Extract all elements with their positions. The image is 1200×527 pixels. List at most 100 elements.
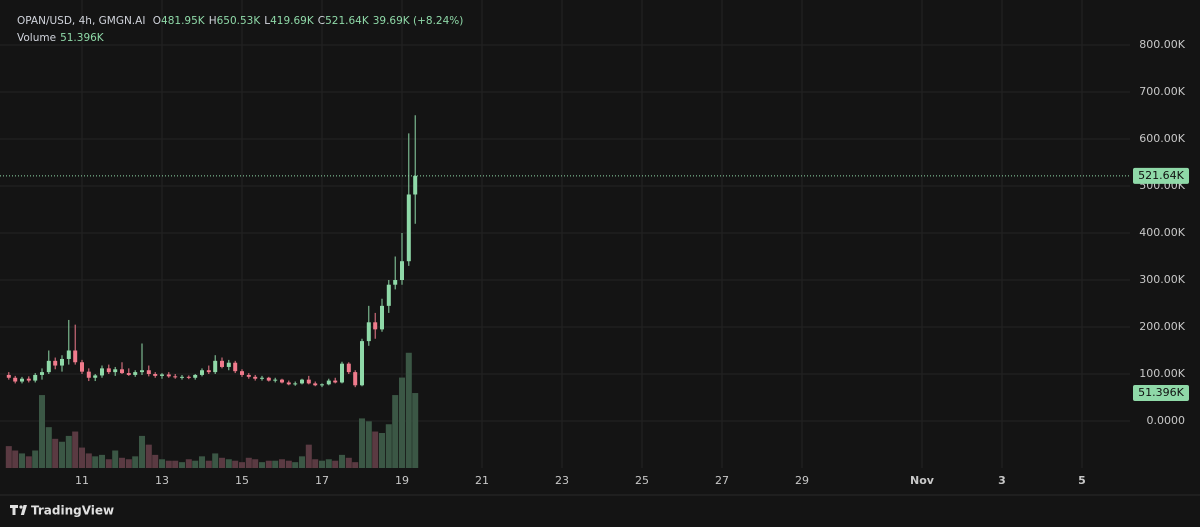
- candle-body: [33, 374, 38, 381]
- volume-bar: [159, 459, 165, 468]
- candle-body: [326, 380, 331, 385]
- x-tick-label: 5: [1078, 474, 1086, 487]
- volume-bar: [252, 459, 259, 468]
- volume-bar: [125, 459, 132, 468]
- volume-bar: [65, 435, 72, 468]
- candle-body: [260, 377, 264, 379]
- volume-bar: [112, 450, 119, 468]
- volume-bar: [372, 431, 379, 468]
- candle-body: [80, 362, 84, 372]
- candle-body: [200, 370, 204, 375]
- y-tick-label: 600.00K: [1139, 132, 1185, 145]
- x-tick-label: 29: [795, 474, 809, 487]
- volume-bar: [319, 460, 325, 468]
- volume-bar: [292, 462, 299, 468]
- last-price-box: [1133, 167, 1189, 184]
- volume-bar: [132, 456, 139, 468]
- volume-legend: Volume 51.396K: [17, 32, 108, 44]
- volume-bar: [59, 441, 65, 468]
- volume-bar: [152, 454, 159, 468]
- volume-bar: [179, 462, 185, 468]
- candle-body: [180, 376, 184, 378]
- candle-body: [173, 376, 178, 378]
- volume-bar: [5, 446, 12, 468]
- candle-body: [400, 261, 404, 281]
- candle-body: [220, 360, 224, 367]
- candle-body: [73, 350, 78, 363]
- volume-bar: [332, 460, 339, 468]
- volume-bar: [325, 459, 332, 468]
- candle-body: [213, 360, 218, 373]
- volume-bar: [339, 454, 345, 468]
- volume-bars: [5, 352, 419, 468]
- volume-bar: [239, 462, 245, 468]
- candle-body: [166, 374, 171, 377]
- candles: [6, 115, 418, 388]
- volume-bar: [25, 456, 32, 468]
- candle-body: [93, 375, 98, 378]
- volume-title: Volume: [17, 32, 57, 44]
- volume-bar: [399, 377, 405, 468]
- candle-body: [146, 370, 151, 375]
- candle-body: [226, 362, 231, 367]
- volume-bar: [385, 424, 392, 468]
- volume-bar: [232, 460, 239, 468]
- symbol: OPAN/USD, 4h, GMGN.AI: [17, 15, 146, 27]
- volume-bar: [412, 393, 419, 468]
- y-tick-label: 0.0000: [1147, 414, 1186, 427]
- candle-body: [126, 373, 131, 375]
- volume-bar: [365, 421, 372, 468]
- volume-bar: [405, 352, 412, 468]
- legend-key: C: [317, 15, 326, 27]
- candle-body: [320, 384, 324, 386]
- y-tick-label: 100.00K: [1139, 367, 1185, 380]
- candle-body: [100, 368, 104, 376]
- brand-logo: [10, 505, 27, 515]
- candle-body: [206, 370, 211, 373]
- volume-bar: [79, 447, 85, 468]
- volume-bar: [285, 460, 292, 468]
- candle-body: [346, 363, 351, 373]
- volume-bar: [92, 456, 99, 468]
- y-tick-label: 200.00K: [1139, 320, 1185, 333]
- volume-bar: [265, 460, 272, 468]
- candle-body: [280, 379, 284, 383]
- volume-bar: [225, 459, 232, 468]
- candle-body: [86, 371, 91, 378]
- legend-value: 521.64K: [325, 15, 369, 27]
- last-volume-label: 51.396K: [1138, 386, 1184, 399]
- volume-bar: [12, 450, 19, 468]
- volume-bar: [72, 431, 79, 468]
- x-tick-label: 27: [715, 474, 729, 487]
- volume-bar: [99, 454, 105, 468]
- volume-bar: [259, 462, 265, 468]
- volume-bar: [145, 444, 152, 468]
- x-tick-label: 3: [998, 474, 1006, 487]
- candle-body: [186, 376, 191, 378]
- candle-body: [106, 368, 111, 373]
- candle-body: [133, 372, 138, 375]
- volume-bar: [245, 457, 252, 468]
- volume-bar: [352, 462, 359, 468]
- candle-body: [6, 374, 11, 378]
- x-tick-label: 19: [395, 474, 409, 487]
- candle-body: [66, 350, 71, 359]
- candle-body: [300, 379, 304, 384]
- last-volume-box: [1133, 385, 1189, 402]
- volume-bar: [205, 460, 212, 468]
- candle-body: [13, 377, 18, 382]
- x-tick-label: 21: [475, 474, 489, 487]
- legend-key: H: [208, 15, 217, 27]
- candle-body: [273, 379, 278, 381]
- volume-bar: [305, 444, 312, 468]
- candle-body: [140, 370, 144, 373]
- y-tick-label: 800.00K: [1139, 38, 1185, 51]
- candle-body: [393, 280, 398, 285]
- candle-body: [253, 376, 258, 379]
- legend-key: L: [264, 15, 271, 27]
- brand: TradingView: [31, 504, 114, 518]
- candle-body: [266, 377, 271, 381]
- candle-body: [340, 363, 344, 383]
- volume-bar: [85, 453, 92, 468]
